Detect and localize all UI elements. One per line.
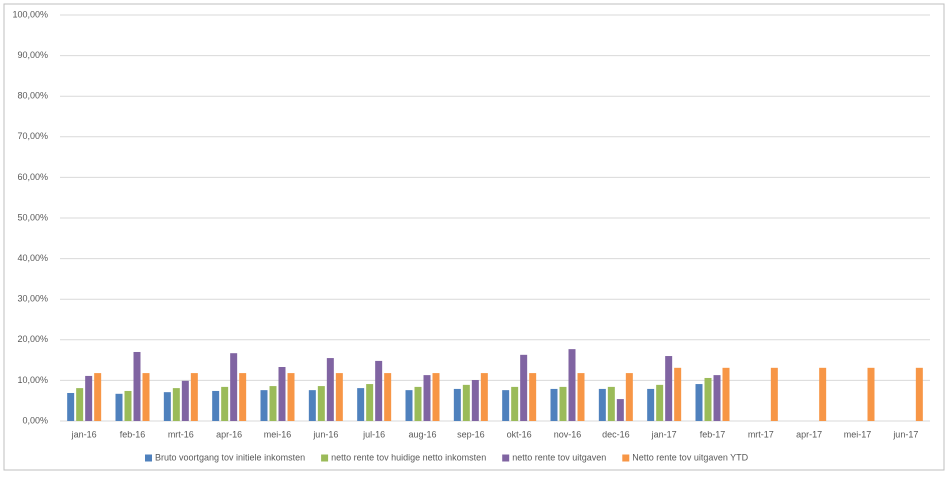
bar: [529, 373, 537, 421]
bar: [124, 390, 132, 421]
bar: [212, 390, 220, 421]
bar: [115, 393, 123, 421]
bar: [695, 384, 703, 421]
bar: [366, 384, 374, 421]
bar: [375, 360, 383, 421]
bar: [550, 388, 558, 421]
bar: [287, 373, 295, 421]
bar: [317, 386, 325, 421]
y-tick-label: 60,00%: [17, 172, 48, 182]
bar: [357, 388, 365, 421]
bar: [172, 388, 180, 421]
bar: [94, 373, 102, 421]
bar: [230, 353, 238, 421]
y-tick-label: 0,00%: [22, 415, 48, 425]
y-tick-label: 30,00%: [17, 294, 48, 304]
legend-swatch: [622, 454, 630, 462]
x-tick-label: mrt-16: [168, 429, 194, 439]
bar: [221, 386, 229, 421]
bar: [559, 386, 567, 421]
bar: [598, 388, 606, 421]
bar: [915, 367, 923, 421]
bar: [577, 373, 585, 421]
x-tick-label: mrt-17: [748, 429, 774, 439]
y-tick-label: 100,00%: [12, 9, 48, 19]
bar: [625, 373, 633, 421]
bar: [704, 377, 712, 421]
x-tick-label: aug-16: [408, 429, 436, 439]
bar: [713, 375, 721, 421]
x-tick-label: apr-17: [796, 429, 822, 439]
legend-label: Netto rente tov uitgaven YTD: [632, 452, 748, 462]
x-tick-label: feb-17: [700, 429, 726, 439]
bar: [142, 373, 150, 421]
bar: [260, 390, 268, 421]
y-tick-label: 10,00%: [17, 375, 48, 385]
bar: [432, 373, 440, 421]
x-tick-label: jan-17: [651, 429, 677, 439]
legend-swatch: [502, 454, 510, 462]
x-tick-label: jun-17: [892, 429, 918, 439]
bar: [616, 399, 624, 421]
bar: [656, 384, 664, 421]
bar: [520, 354, 528, 421]
bar: [133, 351, 141, 421]
bar: [453, 388, 461, 421]
bar: [67, 392, 75, 421]
legend-swatch: [321, 454, 329, 462]
bar: [414, 386, 422, 421]
x-tick-label: apr-16: [216, 429, 242, 439]
bar: [181, 380, 189, 421]
bar: [502, 390, 510, 421]
bar: [568, 349, 576, 421]
bar: [480, 373, 488, 421]
bar: [239, 373, 247, 421]
bar: [471, 379, 479, 421]
bar: [384, 373, 392, 421]
x-tick-label: nov-16: [554, 429, 582, 439]
x-tick-label: jan-16: [71, 429, 97, 439]
y-tick-label: 40,00%: [17, 253, 48, 263]
y-tick-label: 80,00%: [17, 91, 48, 101]
bar: [674, 367, 682, 421]
bar: [85, 375, 93, 421]
y-tick-label: 50,00%: [17, 212, 48, 222]
x-tick-label: sep-16: [457, 429, 485, 439]
bar: [867, 367, 875, 421]
bar: [190, 373, 198, 421]
y-tick-label: 70,00%: [17, 131, 48, 141]
x-tick-label: dec-16: [602, 429, 630, 439]
bar: [462, 384, 470, 421]
bar: [326, 358, 334, 421]
legend-label: netto rente tov uitgaven: [512, 452, 606, 462]
y-tick-label: 90,00%: [17, 50, 48, 60]
bar: [511, 386, 519, 421]
bar: [163, 392, 171, 421]
legend-label: Bruto voortgang tov initiele inkomsten: [155, 452, 305, 462]
bar: [423, 375, 431, 421]
x-tick-label: mei-17: [844, 429, 872, 439]
bar: [722, 367, 730, 421]
bar: [335, 373, 343, 421]
x-tick-label: feb-16: [120, 429, 146, 439]
legend-swatch: [145, 454, 152, 462]
bar: [770, 367, 778, 421]
bar: [308, 390, 316, 421]
x-tick-label: okt-16: [507, 429, 532, 439]
bar: [607, 386, 615, 421]
y-tick-label: 20,00%: [17, 334, 48, 344]
bar: [278, 367, 286, 421]
bar: [647, 388, 655, 421]
x-tick-label: jun-16: [312, 429, 338, 439]
x-tick-label: jul-16: [362, 429, 385, 439]
bar: [76, 388, 84, 421]
x-tick-label: mei-16: [264, 429, 292, 439]
bar: [269, 386, 277, 421]
bar: [405, 390, 413, 421]
bar: [665, 356, 673, 421]
bar: [819, 367, 827, 421]
legend-label: netto rente tov huidige netto inkomsten: [331, 452, 486, 462]
